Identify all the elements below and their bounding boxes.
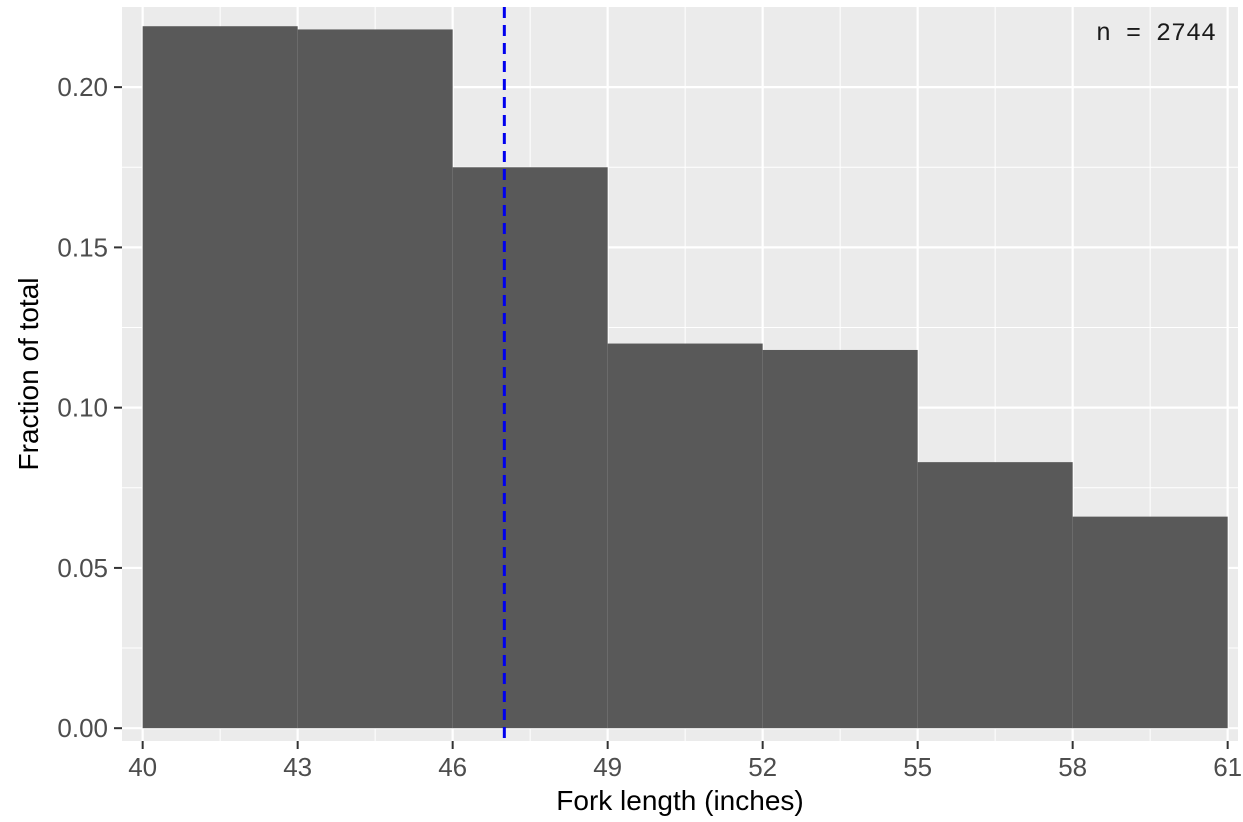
y-axis-ticks: 0.00 0.05 0.10 0.15 0.20	[57, 72, 122, 743]
x-tick-label: 43	[283, 752, 312, 782]
x-tick-label: 61	[1213, 752, 1242, 782]
histogram-bar	[762, 349, 918, 729]
y-axis-title: Fraction of total	[13, 278, 44, 471]
x-tick-label: 58	[1058, 752, 1087, 782]
x-axis-ticks: 40 43 46 49 52 55 58 61	[128, 741, 1242, 782]
y-tick-label: 0.20	[57, 72, 108, 102]
x-tick-label: 55	[903, 752, 932, 782]
x-axis-title: Fork length (inches)	[556, 785, 803, 816]
histogram-bar	[142, 26, 298, 729]
y-tick-label: 0.10	[57, 393, 108, 423]
histogram-bar	[917, 462, 1073, 729]
y-tick-label: 0.15	[57, 232, 108, 262]
sample-size-annotation: n = 2744	[1096, 19, 1216, 48]
histogram-bars	[142, 26, 1228, 729]
y-tick-label: 0.05	[57, 553, 108, 583]
histogram-bar	[297, 29, 453, 729]
histogram-bar	[607, 343, 763, 729]
histogram-bar	[452, 167, 608, 729]
y-tick-label: 0.00	[57, 713, 108, 743]
x-tick-label: 49	[593, 752, 622, 782]
histogram-bar	[1072, 516, 1228, 729]
x-tick-label: 46	[438, 752, 467, 782]
x-tick-label: 52	[748, 752, 777, 782]
x-tick-label: 40	[128, 752, 157, 782]
